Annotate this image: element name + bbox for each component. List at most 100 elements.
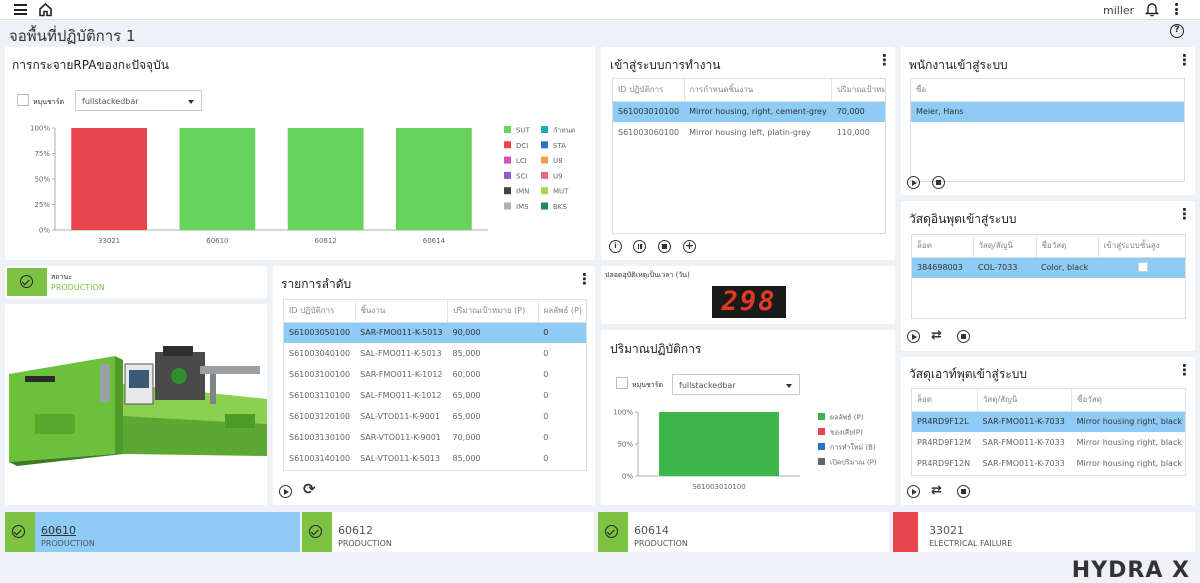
swap-icon[interactable]: ⇄ (931, 328, 942, 343)
chart-type-select[interactable]: fullstackedbar (75, 90, 202, 111)
machine-state: PRODUCTION (338, 539, 392, 548)
output-material-card: วัสดุเอาท์พุตเข้าสู่ระบบ ⋮ ล็อต วัสดุ/สั… (901, 357, 1195, 505)
rpa-card-title: การกระจายRPAของกะปัจจุบัน (12, 58, 169, 72)
table-cell: 90,000 (447, 322, 539, 343)
stop-icon[interactable] (957, 485, 970, 498)
play-icon[interactable] (279, 485, 292, 498)
stop-icon[interactable] (932, 176, 945, 189)
table-cell: PR4RD9F12L (912, 411, 978, 432)
pause-icon[interactable] (633, 240, 646, 253)
table-cell: SAR-FMO011-K-7033 (982, 438, 1065, 447)
refresh-icon[interactable]: ⟳ (303, 480, 316, 498)
table-cell: Mirror housing, right, cement-grey (684, 101, 832, 122)
column-header[interactable]: วัสดุ/สัญนิ (977, 389, 1073, 412)
add-icon[interactable]: + (683, 239, 696, 253)
table-row[interactable]: PR4RD9F12L SAR-FMO011-K-7033 Mirror hous… (912, 411, 1185, 432)
user-name[interactable]: miller (1103, 4, 1135, 17)
column-header[interactable]: ปริมาณเป้าหมาย (831, 79, 885, 102)
column-header[interactable]: ล็อต (912, 389, 978, 412)
play-icon[interactable] (907, 485, 920, 498)
column-header[interactable]: วัสดุ/สัญนิ (973, 235, 1037, 258)
table-cell: Color, black (1036, 257, 1098, 278)
table-cell: S61003100100 (289, 370, 351, 379)
injection-molding-machine-image (9, 346, 267, 466)
table-cell: Mirror housing right, black (1076, 438, 1182, 447)
play-icon[interactable] (907, 330, 920, 343)
bell-icon[interactable] (1145, 2, 1159, 17)
chart-type-select[interactable]: fullstackedbar (672, 374, 800, 395)
top-bar: miller (0, 0, 1200, 20)
stop-icon[interactable] (658, 240, 671, 253)
column-header[interactable]: การกำหนดชิ้นงาน (684, 79, 833, 102)
y-tick-label: 100% (613, 409, 633, 417)
stop-icon[interactable] (957, 330, 970, 343)
more-vertical-icon[interactable]: ⋮ (1177, 205, 1192, 223)
table-row[interactable]: S61003140100 SAL-VTO011-K-5013 85,000 0 (284, 448, 586, 469)
play-icon[interactable] (907, 176, 920, 189)
table-row[interactable]: S61003010100 Mirror housing, right, ceme… (613, 101, 885, 122)
more-vertical-icon[interactable]: ⋮ (1177, 361, 1192, 379)
more-vertical-icon[interactable]: ⋮ (877, 51, 892, 69)
table-row[interactable]: S61003060100 Mirror housing left, platin… (613, 122, 885, 143)
legend-swatch (504, 126, 511, 133)
column-header[interactable]: ผลลัพธ์ (P) (538, 300, 586, 323)
machine-tile-60610[interactable]: 60610 PRODUCTION (5, 512, 300, 552)
bar (395, 128, 472, 230)
menu-icon[interactable] (14, 4, 27, 15)
chart-type-value: fullstackedbar (679, 381, 736, 390)
column-header[interactable]: ID ปฏิบัติการ (613, 79, 685, 102)
home-icon[interactable] (38, 2, 53, 17)
machine-tile-60612[interactable]: 60612 PRODUCTION (302, 512, 594, 552)
advanced-login-checkbox[interactable] (1137, 261, 1148, 272)
legend-label: SCI (516, 172, 527, 180)
table-row[interactable]: Meier, Hans (911, 101, 1184, 122)
more-vertical-icon[interactable]: ⋮ (577, 270, 592, 288)
column-header[interactable]: ชิ้นงาน (355, 300, 449, 323)
check-circle-icon (309, 525, 322, 538)
x-tick-label: S61003010100 (692, 483, 745, 491)
table-row[interactable]: S61003050100 SAR-FMO011-K-5013 90,000 0 (284, 322, 586, 343)
table-cell: PR4RD9F12M (917, 438, 971, 447)
status-indicator (893, 512, 918, 552)
column-header[interactable]: ชื่อวัสดุ (1071, 389, 1185, 412)
work-login-table: ID ปฏิบัติการ การกำหนดชิ้นงาน ปริมาณเป้า… (612, 78, 886, 234)
column-header[interactable]: เข้าสู่ระบบชั้นสูง (1098, 235, 1185, 258)
check-circle-icon (605, 525, 618, 538)
info-icon[interactable]: i (609, 240, 622, 253)
rotate-chart-checkbox[interactable] (17, 94, 29, 106)
table-cell: Mirror housing right, black (1076, 459, 1182, 468)
machine-tile-33021[interactable]: 33021 ELECTRICAL FAILURE (893, 512, 1195, 552)
table-row[interactable]: PR4RD9F12M SAR-FMO011-K-7033 Mirror hous… (912, 432, 1185, 453)
machine-tile-60614[interactable]: 60614 PRODUCTION (598, 512, 889, 552)
table-row[interactable]: S61003120100 SAL-VTO011-K-9001 65,000 0 (284, 406, 586, 427)
column-header[interactable]: ล็อต (912, 235, 974, 258)
legend-swatch (818, 413, 825, 420)
column-header[interactable]: ชื่อ (911, 79, 1184, 102)
status-indicator (7, 268, 47, 296)
help-icon[interactable]: ? (1170, 24, 1184, 38)
table-row[interactable]: S61003040100 SAL-FMO011-K-5013 85,000 0 (284, 343, 586, 364)
table-row[interactable]: S61003110100 SAL-FMO011-K-1012 65,000 0 (284, 385, 586, 406)
column-header[interactable]: ชื่อวัสดุ (1036, 235, 1099, 258)
rotate-chart-label: หมุนชาร์ต (33, 98, 65, 106)
rotate-chart-checkbox[interactable] (616, 377, 628, 389)
swap-icon[interactable]: ⇄ (931, 483, 942, 498)
more-vertical-icon[interactable]: ⋮ (1177, 51, 1192, 69)
table-row[interactable]: 384698003 COL-7033 Color, black (912, 257, 1185, 278)
status-indicator (598, 512, 628, 552)
table-cell: 384698003 (912, 257, 973, 278)
y-tick-label: 50% (617, 441, 633, 449)
table-cell: SAL-VTO011-K-5013 (360, 454, 440, 463)
more-vertical-icon[interactable] (1175, 3, 1179, 15)
table-cell: SAR-FMO011-K-7033 (982, 459, 1065, 468)
legend-label: MUT (553, 188, 569, 196)
y-tick-label: 0% (39, 227, 50, 235)
status-indicator (302, 512, 332, 552)
table-row[interactable]: S61003130100 SAR-VTO011-K-9001 70,000 0 (284, 427, 586, 448)
table-row[interactable]: PR4RD9F12N SAR-FMO011-K-7033 Mirror hous… (912, 453, 1185, 474)
brand-logo: HYDRA X (1071, 558, 1190, 583)
table-row[interactable]: S61003100100 SAR-FMO011-K-1012 60,000 0 (284, 364, 586, 385)
legend-label: U8 (553, 157, 563, 165)
column-header[interactable]: ปริมาณเป้าหมาย (P) (447, 300, 539, 323)
column-header[interactable]: ID ปฏิบัติการ (284, 300, 356, 323)
